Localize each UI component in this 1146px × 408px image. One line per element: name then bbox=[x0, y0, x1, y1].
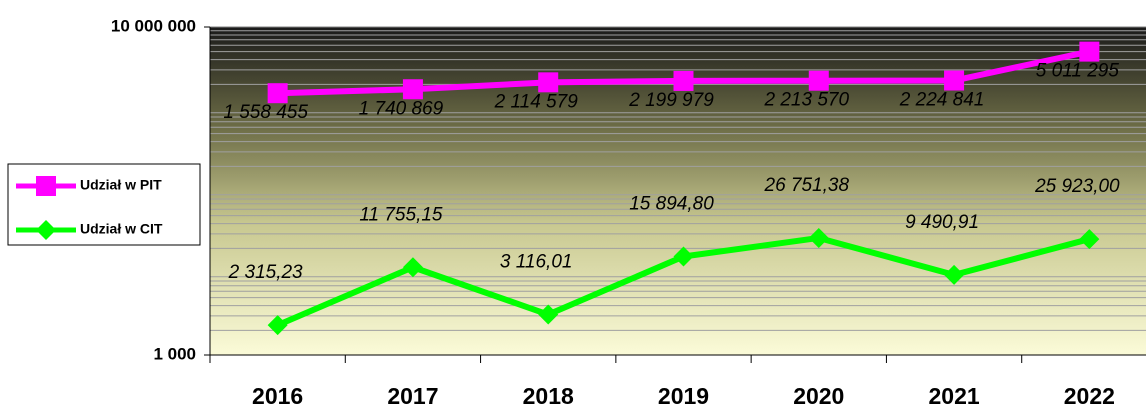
point bbox=[673, 70, 694, 91]
point bbox=[402, 257, 423, 278]
data-label: 1 558 455 bbox=[223, 102, 308, 123]
point bbox=[1079, 41, 1100, 62]
x-tick-label: 2019 bbox=[658, 383, 709, 408]
point bbox=[36, 176, 56, 196]
point bbox=[673, 246, 694, 267]
legend-label: Udział w PIT bbox=[80, 177, 162, 193]
point bbox=[944, 264, 965, 285]
point bbox=[808, 227, 829, 248]
x-tick-label: 2020 bbox=[793, 383, 844, 408]
data-label: 2 213 570 bbox=[764, 90, 850, 111]
data-label: 11 755,15 bbox=[359, 204, 443, 225]
data-label: 1 740 869 bbox=[359, 98, 444, 119]
point bbox=[538, 304, 559, 325]
data-label: 2 199 979 bbox=[628, 90, 714, 111]
data-label: 2 224 841 bbox=[899, 90, 985, 111]
legend-label: Udział w CIT bbox=[80, 221, 163, 237]
data-label: 15 894,80 bbox=[629, 194, 714, 215]
x-tick-label: 2017 bbox=[387, 383, 438, 408]
x-tick-label: 2018 bbox=[523, 383, 574, 408]
point bbox=[944, 70, 965, 91]
y-tick-label: 1 000 bbox=[153, 344, 196, 363]
data-label: 2 114 579 bbox=[494, 91, 579, 112]
data-label: 2 315,23 bbox=[228, 262, 303, 283]
point bbox=[808, 70, 829, 91]
data-label: 9 490,91 bbox=[905, 212, 979, 233]
point bbox=[267, 315, 288, 336]
x-tick-label: 2021 bbox=[928, 383, 979, 408]
data-label: 3 116,01 bbox=[500, 252, 573, 273]
point bbox=[1079, 229, 1100, 250]
point bbox=[538, 72, 559, 93]
point bbox=[402, 79, 423, 100]
point bbox=[36, 220, 56, 240]
data-label: 26 751,38 bbox=[764, 175, 850, 196]
data-label: 25 923,00 bbox=[1034, 176, 1120, 197]
data-label: 5 011 295 bbox=[1036, 61, 1120, 82]
x-tick-label: 2016 bbox=[252, 383, 303, 408]
x-tick-label: 2022 bbox=[1064, 383, 1115, 408]
y-tick-label: 10 000 000 bbox=[111, 16, 196, 35]
point bbox=[267, 83, 288, 104]
